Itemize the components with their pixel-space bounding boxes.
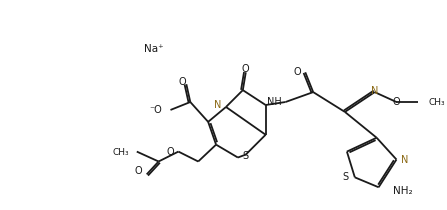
- Text: CH₃: CH₃: [112, 148, 129, 157]
- Text: O: O: [242, 64, 249, 74]
- Text: N: N: [214, 100, 221, 110]
- Text: S: S: [243, 151, 249, 161]
- Text: S: S: [343, 172, 349, 182]
- Text: N: N: [401, 155, 409, 164]
- Text: O: O: [294, 67, 301, 77]
- Text: O: O: [392, 97, 400, 107]
- Text: N: N: [371, 86, 378, 96]
- Text: O: O: [134, 166, 142, 176]
- Text: NH: NH: [267, 97, 282, 107]
- Text: NH₂: NH₂: [393, 186, 413, 196]
- Text: O: O: [178, 77, 186, 87]
- Text: O: O: [167, 147, 174, 157]
- Text: Na⁺: Na⁺: [144, 43, 164, 54]
- Text: ⁻O: ⁻O: [150, 105, 163, 115]
- Text: CH₃: CH₃: [428, 97, 445, 106]
